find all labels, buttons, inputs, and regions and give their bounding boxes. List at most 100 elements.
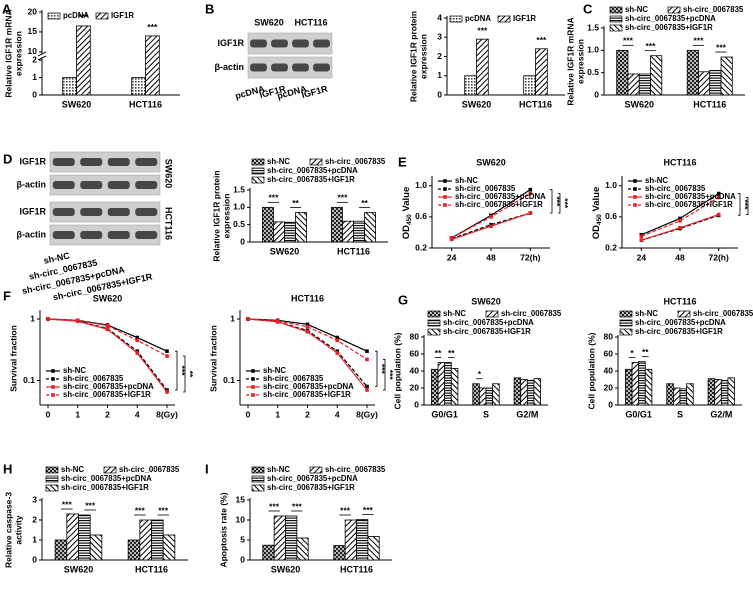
y-tick-label: 1.0 [605,180,617,190]
marker [365,357,369,362]
legend-swatch [677,310,691,318]
bar [364,212,376,243]
legend-label: sh-NC [455,176,478,185]
legend-label: sh-circ_0067835 [325,157,386,166]
row-label: β-actin [17,179,47,189]
significance: *** [269,501,280,511]
significance: *** [268,193,279,203]
legend-swatch [251,466,265,474]
significance: ** [185,371,195,378]
legend-swatch [609,24,623,32]
legend-marker [51,369,55,373]
panel-label: F [3,288,11,303]
x-tick-label: 48 [675,252,685,262]
significance: ** [642,347,649,357]
significance: *** [552,196,562,207]
marker [75,318,80,323]
y-axis-label: Relative IGF1R mRNA [565,17,575,105]
y-axis-label: Survival fraction [8,325,18,392]
significance: *** [363,505,374,515]
bar [131,77,146,96]
legend-label: sh-circ_0067835+IGF1R [645,200,733,209]
marker [305,324,310,329]
marker [165,354,169,358]
legend-label: sh-circ_0067835+pcDNA [455,192,546,201]
legend-label: sh-NC [63,366,86,375]
legend-label: sh-circ_0067835 [693,309,753,318]
group-label: SW620 [254,17,284,27]
legend-label: pcDNA [63,11,89,20]
panel-label: B [205,1,214,16]
significance: *** [337,193,348,203]
row-label: β-actin [17,229,47,239]
x-tick-label: HCT116 [135,564,168,574]
legend-label: pcDNA [465,14,491,23]
legend-label: sh-NC [443,309,466,318]
y-tick-label: 0.5 [233,219,245,229]
legend-label: sh-NC [263,366,286,375]
marker [639,234,644,239]
legend-label: sh-circ_0067835+pcDNA [635,318,726,327]
bar [437,362,446,406]
x-tick-label: 1 [275,409,280,419]
panel-label: A [2,1,12,16]
x-tick-label: G0/G1 [431,409,458,419]
legend-marker [51,393,55,397]
blot-band [52,208,75,216]
blot-band [52,231,75,239]
panel-label: G [398,292,408,307]
blot-row [247,56,333,79]
legend-swatch [47,12,61,20]
legend-marker [251,393,255,397]
y-tick-label: 0.5 [587,67,599,77]
significance: *** [536,35,547,45]
legend-label: sh-circ_0067835 [683,5,744,14]
legend-marker [51,385,55,389]
legend-label: sh-NC [645,176,668,185]
panel-label: H [3,461,12,476]
legend-marker [633,179,637,183]
marker [135,335,140,340]
blot-band [80,181,103,189]
bar [523,75,536,96]
legend-marker [443,179,447,183]
marker [528,187,533,192]
y-tick-label: 0.2 [605,242,617,252]
blot-band [107,208,130,216]
bar [285,515,298,561]
bar [727,377,735,406]
legend-marker [251,377,255,381]
marker [46,317,50,321]
legend-marker [443,195,447,199]
significance: *** [340,505,351,515]
blot-band [135,231,158,239]
significance: ** [435,348,442,358]
blot-band [313,39,330,48]
significance: *** [748,201,753,212]
y-tick-label: 20 [604,382,614,392]
y-axis-label: Relative caspase-3 [3,492,13,568]
marker [449,236,454,240]
x-tick-label: G2/M [516,409,538,419]
y-axis-label: Relative IGF1R mRNA [3,9,13,97]
legend-label: sh-circ_0067835+IGF1R [443,327,531,336]
blot-band [313,63,330,72]
y-tick-label: 0 [240,554,245,564]
y-axis-label: OD450 Value [591,187,604,240]
y-tick-label: 1 [32,534,37,544]
legend-label: IGF1R [513,14,536,23]
chart-title: HCT116 [663,157,696,167]
legend-label: sh-circ_0067835+pcDNA [61,474,152,483]
x-tick-label: HCT116 [129,99,162,109]
legend-marker [251,369,255,373]
bar [650,55,663,96]
legend-label: sh-circ_0067835+IGF1R [263,390,351,399]
bar [686,383,694,406]
y-axis-label-sub: 450 [596,214,603,225]
marker [246,317,250,321]
legend-swatch [251,167,265,175]
significance: *** [147,22,158,32]
bar [520,379,528,406]
legend-label: sh-circ_0067835 [645,184,706,193]
blot-row [49,151,161,173]
